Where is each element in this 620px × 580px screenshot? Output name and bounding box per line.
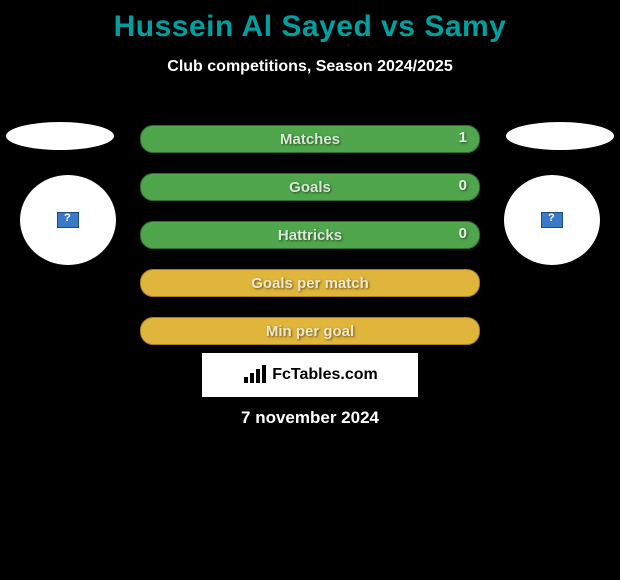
missing-image-icon bbox=[57, 212, 79, 228]
stat-value-right: 0 bbox=[459, 177, 467, 194]
stat-label: Matches bbox=[280, 131, 340, 148]
comparison-card: Hussein Al Sayed vs Samy Club competitio… bbox=[0, 0, 620, 580]
stat-label: Hattricks bbox=[278, 227, 342, 244]
player-left-avatar bbox=[20, 175, 116, 265]
player-right-avatar bbox=[504, 175, 600, 265]
stat-label: Goals bbox=[289, 179, 331, 196]
stat-row-hattricks: Hattricks 0 bbox=[140, 221, 480, 249]
stat-row-goals-per-match: Goals per match bbox=[140, 269, 480, 297]
flag-left-placeholder bbox=[6, 122, 114, 150]
missing-image-icon bbox=[541, 212, 563, 228]
stat-row-matches: Matches 1 bbox=[140, 125, 480, 153]
stat-label: Min per goal bbox=[266, 323, 354, 340]
stat-row-goals: Goals 0 bbox=[140, 173, 480, 201]
stat-row-min-per-goal: Min per goal bbox=[140, 317, 480, 345]
branding-badge[interactable]: FcTables.com bbox=[202, 353, 418, 397]
subtitle: Club competitions, Season 2024/2025 bbox=[0, 58, 620, 76]
stat-value-right: 1 bbox=[459, 129, 467, 146]
flag-right-placeholder bbox=[506, 122, 614, 150]
stat-label: Goals per match bbox=[251, 275, 369, 292]
branding-text: FcTables.com bbox=[272, 366, 378, 384]
page-title: Hussein Al Sayed vs Samy bbox=[0, 0, 620, 44]
stat-value-right: 0 bbox=[459, 225, 467, 242]
bars-icon bbox=[242, 365, 268, 385]
stats-container: Matches 1 Goals 0 Hattricks 0 Goals per … bbox=[140, 125, 480, 365]
date-text: 7 november 2024 bbox=[0, 408, 620, 428]
